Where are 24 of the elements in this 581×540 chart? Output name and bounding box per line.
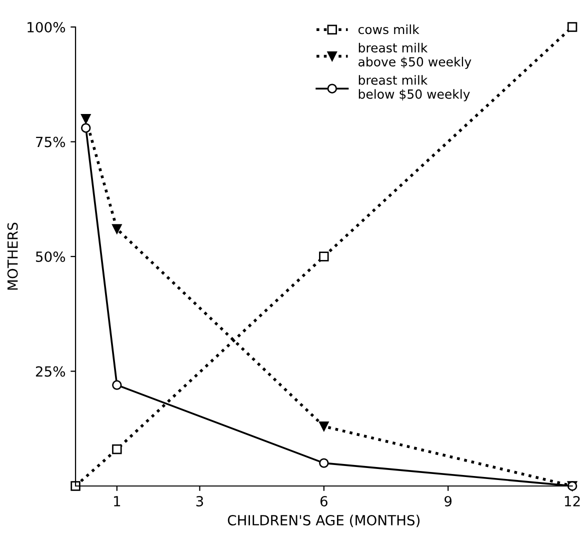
point [81, 114, 91, 124]
x-tick-label: 3 [196, 496, 204, 506]
point [112, 444, 122, 454]
x-tick-label: 12 [564, 496, 580, 506]
legend-label: cows milk [358, 24, 420, 34]
point [319, 252, 329, 262]
point [81, 123, 91, 133]
x-tick-label: 6 [320, 496, 328, 506]
y-tick-label: 75% [36, 136, 66, 148]
x-tick-label: 1 [114, 496, 120, 506]
legend-label: breast milk below $50 weekly [358, 75, 470, 102]
point [319, 421, 329, 432]
point [319, 458, 329, 468]
legend-label: breast milk above $50 weekly [358, 42, 472, 69]
point [70, 481, 80, 491]
y-tick-label: 25% [36, 366, 66, 377]
point [112, 380, 122, 390]
y-tick-label: 50% [36, 251, 66, 262]
y-tick-label: 100% [28, 22, 66, 32]
point [112, 224, 122, 234]
x-tick-label: 9 [444, 496, 452, 506]
point [567, 22, 578, 32]
y-axis-title: MOTHERS [7, 222, 18, 290]
x-axis-title: CHILDREN'S AGE (MONTHS) [228, 514, 420, 528]
